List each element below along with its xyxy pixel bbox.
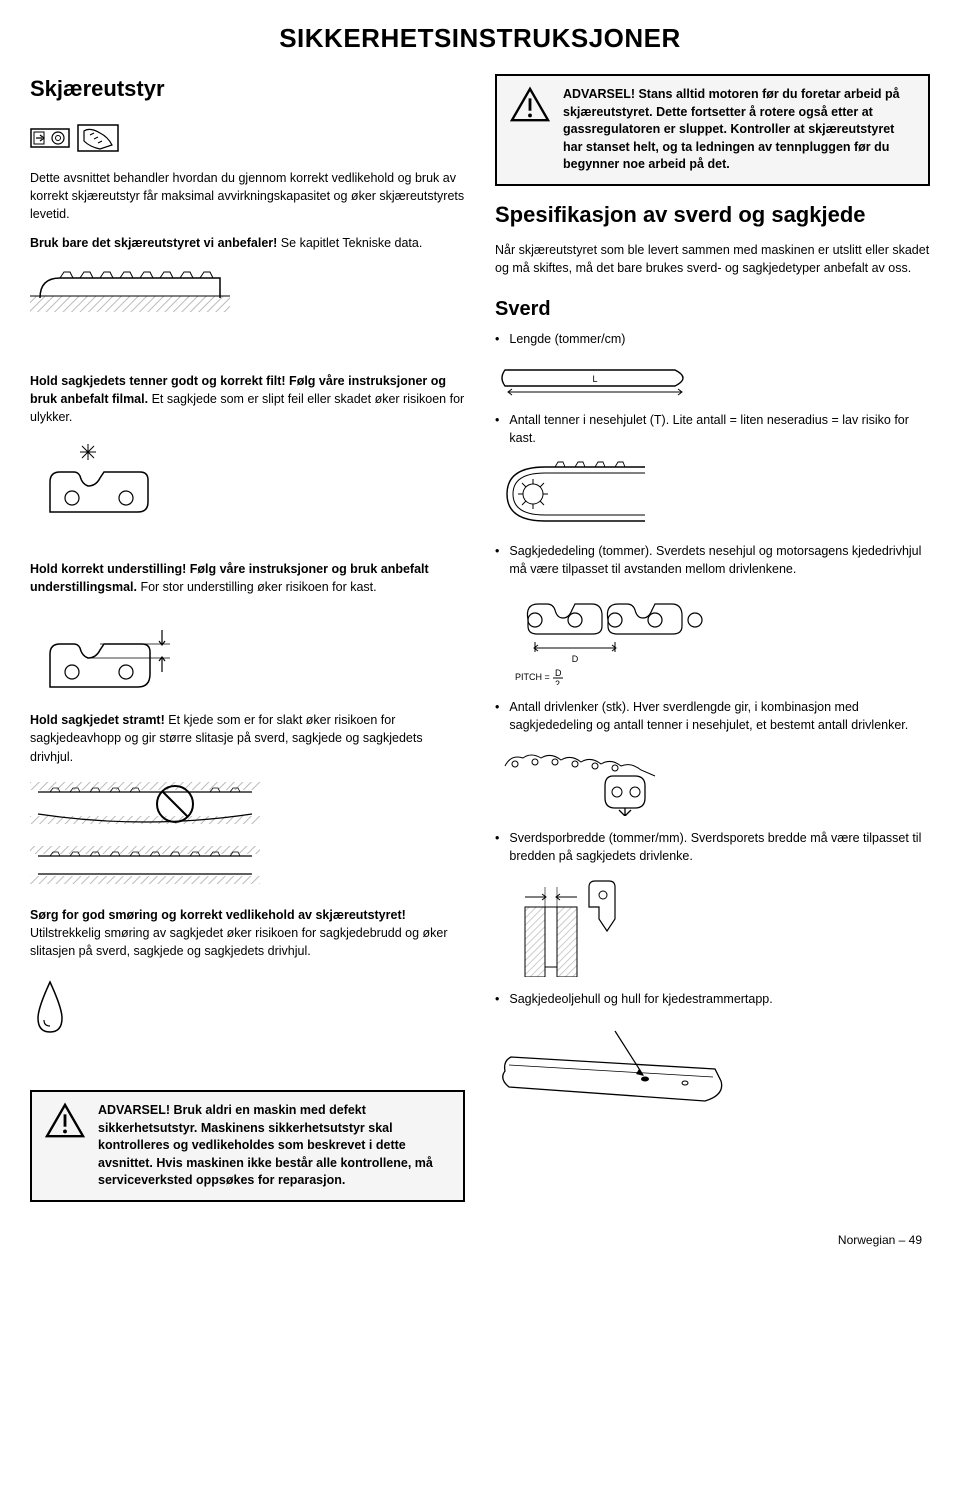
page-footer: Norwegian – 49 [30,1232,930,1249]
bullet-dot-icon: • [495,331,499,349]
para-spesifikasjon: Når skjæreutstyret som ble levert sammen… [495,241,930,277]
svg-text:PITCH =: PITCH = [515,672,550,682]
para-anbefaler: Bruk bare det skjæreutstyret vi anbefale… [30,234,465,252]
para-filt: Hold sagkjedets tenner godt og korrekt f… [30,372,465,426]
heading-skjareutstyr: Skjæreutstyr [30,74,465,105]
two-column-layout: Skjæreutstyr Dette avsnittet behandler h… [30,74,930,1215]
bullet-deling: • Sagkjededeling (tommer). Sverdets nese… [495,543,930,578]
para-anbefaler-rest: Se kapitlet Tekniske data. [277,236,422,250]
bullet-dot-icon: • [495,412,499,447]
warning-triangle-icon [509,86,551,124]
oil-drop-icon [30,976,465,1036]
para-understilling: Hold korrekt understilling! Følg våre in… [30,560,465,596]
left-column: Skjæreutstyr Dette avsnittet behandler h… [30,74,465,1215]
cutter-depth-gauge-icon [30,612,465,697]
bullet-sporbredde-text: Sverdsporbredde (tommer/mm). Sverdsporet… [509,830,930,865]
para-smoring-rest: Utilstrekkelig smøring av sagkjedet øker… [30,926,448,958]
safety-glyphs-icon [30,121,465,155]
bullet-tenner-text: Antall tenner i nesehjulet (T). Lite ant… [509,412,930,447]
footer-language: Norwegian [838,1233,895,1247]
para-smoring-bold: Sørg for god smøring og korrekt vedlikeh… [30,908,406,922]
cutter-tooth-star-icon [30,442,465,522]
bullet-sporbredde: • Sverdsporbredde (tommer/mm). Sverdspor… [495,830,930,865]
para-smoring: Sørg for god smøring og korrekt vedlikeh… [30,906,465,960]
bullet-deling-text: Sagkjededeling (tommer). Sverdets nesehj… [509,543,930,578]
warning-text-defekt: ADVARSEL! Bruk aldri en maskin med defek… [98,1102,451,1190]
drive-link-icon [495,746,930,816]
bullet-dot-icon: • [495,699,499,734]
bullet-lengde: • Lengde (tommer/cm) [495,331,930,349]
right-column: ADVARSEL! Stans alltid motoren før du fo… [495,74,930,1215]
bullet-dot-icon: • [495,830,499,865]
para-understilling-rest: For stor understilling øker risikoen for… [137,580,377,594]
warning-box-defekt: ADVARSEL! Bruk aldri en maskin med defek… [30,1090,465,1202]
para-stramt: Hold sagkjedet stramt! Et kjede som er f… [30,711,465,765]
para-intro: Dette avsnittet behandler hvordan du gje… [30,169,465,223]
page-title: SIKKERHETSINSTRUKSJONER [30,20,930,56]
bullet-drivlenker-text: Antall drivlenker (stk). Hver sverdlengd… [509,699,930,734]
chain-pitch-icon: D PITCH = D 2 [495,590,930,685]
footer-sep: – [895,1233,908,1247]
bullet-tenner: • Antall tenner i nesehjulet (T). Lite a… [495,412,930,447]
svg-text:L: L [592,374,597,384]
chain-tension-icon [30,782,465,892]
svg-text:D: D [555,668,562,678]
bullet-dot-icon: • [495,543,499,578]
nose-sprocket-icon [495,459,930,529]
svg-text:D: D [572,654,579,664]
warning-triangle-icon [44,1102,86,1140]
para-anbefaler-bold: Bruk bare det skjæreutstyret vi anbefale… [30,236,277,250]
bullet-oljehull-text: Sagkjedeoljehull og hull for kjedestramm… [509,991,772,1009]
para-stramt-bold: Hold sagkjedet stramt! [30,713,165,727]
bar-chain-side-icon [30,268,465,312]
bullet-lengde-text: Lengde (tommer/cm) [509,331,625,349]
groove-width-icon [495,877,930,977]
heading-spesifikasjon: Spesifikasjon av sverd og sagkjede [495,200,930,231]
svg-text:2: 2 [555,679,560,685]
bullet-oljehull: • Sagkjedeoljehull og hull for kjedestra… [495,991,930,1009]
warning-box-motor: ADVARSEL! Stans alltid motoren før du fo… [495,74,930,186]
footer-page-number: 49 [909,1233,922,1247]
bullet-drivlenker: • Antall drivlenker (stk). Hver sverdlen… [495,699,930,734]
warning-text-motor: ADVARSEL! Stans alltid motoren før du fo… [563,86,916,174]
bar-length-icon: L [495,360,930,398]
oil-hole-icon [495,1021,930,1111]
heading-sverd: Sverd [495,295,930,323]
bullet-dot-icon: • [495,991,499,1009]
